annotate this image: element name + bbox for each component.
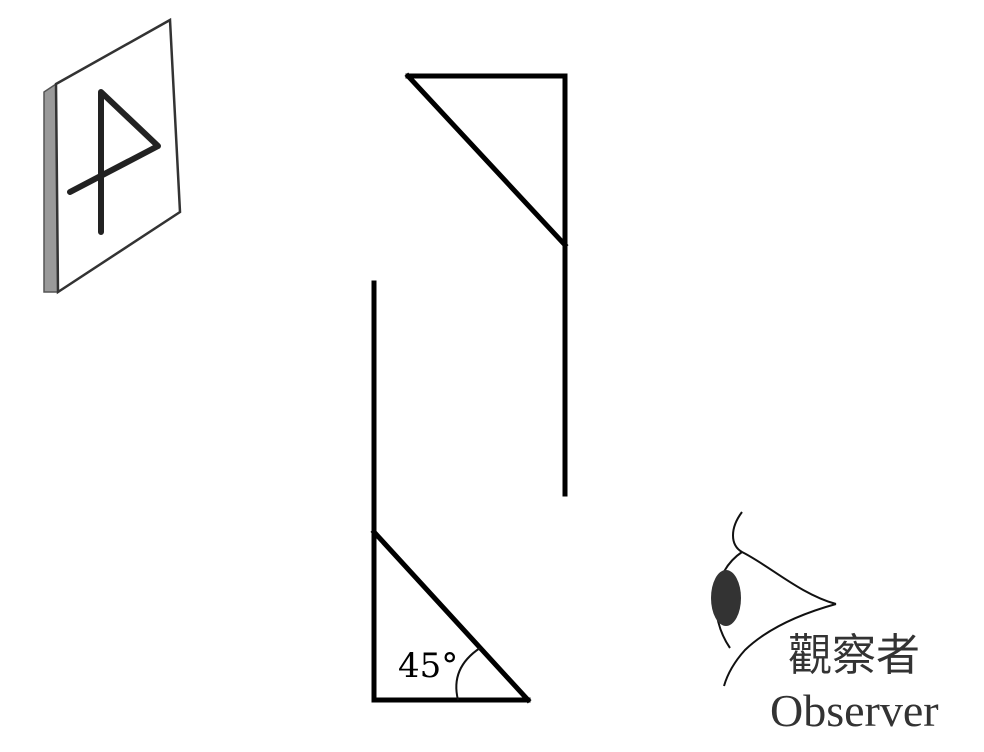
angle-arc: [455, 647, 481, 701]
lower-tube: 45°: [370, 280, 532, 704]
eye-upper-lid: [732, 511, 837, 605]
eye-icon: [711, 511, 837, 687]
letter-card-icon: [43, 17, 182, 295]
card-letter: [67, 89, 161, 235]
observer-label-zh: 觀察者: [788, 630, 920, 681]
upper-tube: [404, 72, 569, 497]
eye-lower-lid: [723, 603, 837, 687]
top-mirror: [404, 72, 569, 249]
angle-label: 45°: [398, 646, 458, 686]
bottom-mirror: [370, 528, 532, 704]
card-face: [54, 17, 182, 295]
observer-label-en: Observer: [770, 685, 939, 736]
eye-pupil: [711, 570, 741, 626]
